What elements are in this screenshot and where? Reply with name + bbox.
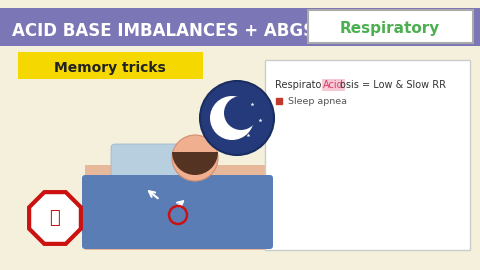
Circle shape — [200, 81, 274, 155]
Bar — [265, 60, 470, 250]
Text: osis = Low & Slow RR: osis = Low & Slow RR — [340, 80, 446, 90]
Ellipse shape — [186, 165, 196, 171]
Text: Sleep apnea: Sleep apnea — [288, 96, 347, 106]
Text: Memory tricks: Memory tricks — [54, 61, 166, 75]
Bar — [0, 8, 480, 46]
Circle shape — [210, 96, 254, 140]
Bar — [308, 10, 473, 43]
Text: Respiratory: Respiratory — [275, 80, 334, 90]
FancyBboxPatch shape — [111, 144, 199, 192]
FancyBboxPatch shape — [82, 175, 273, 249]
Circle shape — [224, 96, 258, 130]
Text: ✋: ✋ — [49, 209, 60, 227]
Wedge shape — [172, 152, 218, 175]
Text: ACID BASE IMBALANCES + ABGS: ACID BASE IMBALANCES + ABGS — [12, 22, 315, 40]
Bar — [85, 165, 275, 250]
Text: Acid: Acid — [323, 80, 344, 90]
Text: Respiratory: Respiratory — [340, 22, 440, 36]
Circle shape — [172, 135, 218, 181]
Bar — [18, 52, 203, 79]
